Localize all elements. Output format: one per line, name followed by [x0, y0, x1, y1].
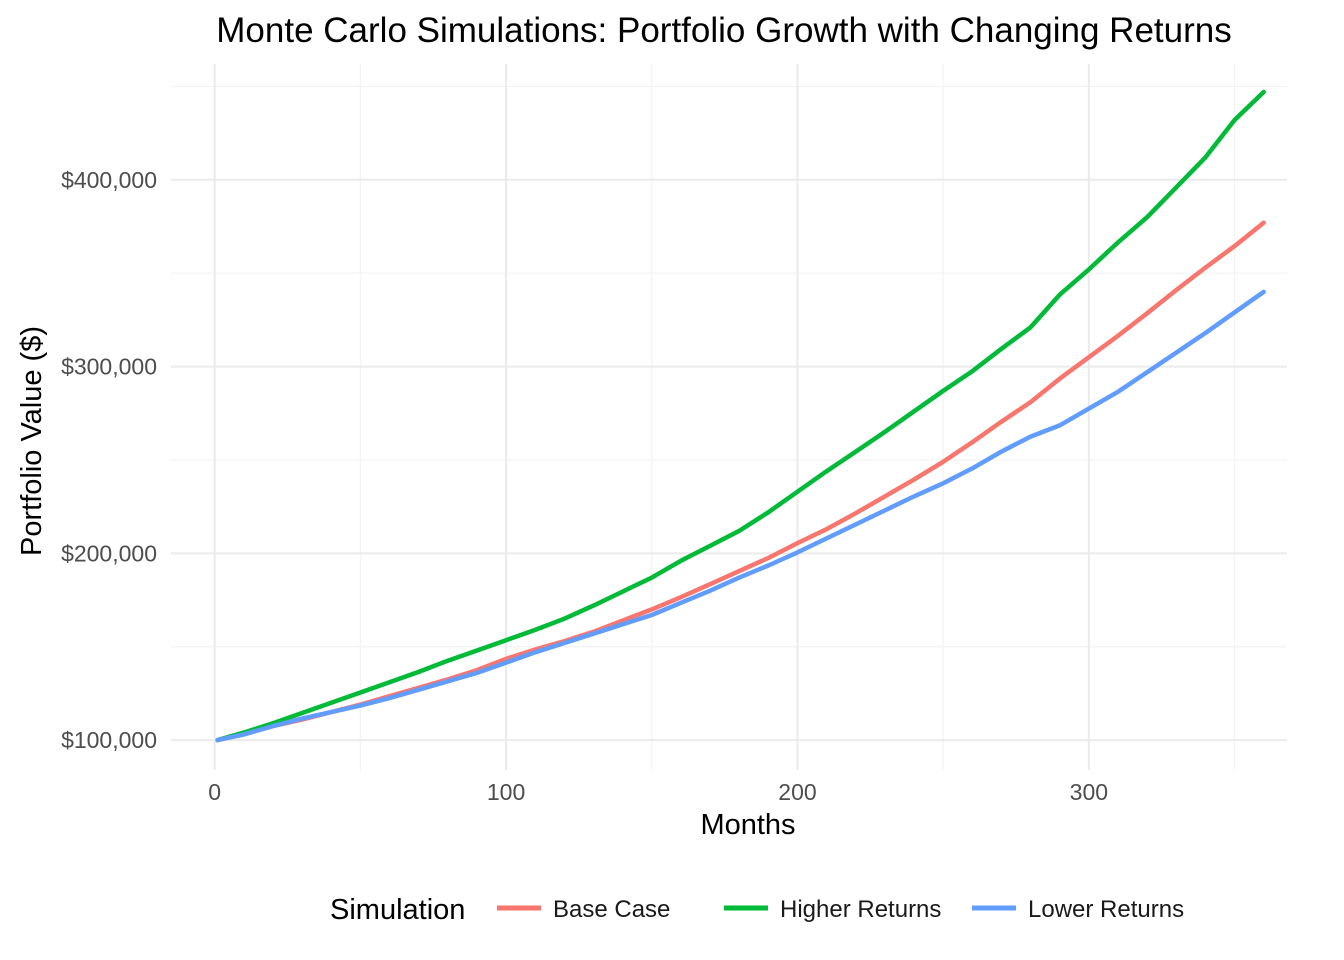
y-axis-ticks: $100,000 $200,000 $300,000 $400,000: [61, 167, 157, 753]
x-tick-label: 200: [778, 779, 816, 805]
x-tick-label: 100: [487, 779, 525, 805]
legend-label: Lower Returns: [1028, 896, 1184, 923]
y-tick-label: $200,000: [61, 540, 157, 566]
grid: [171, 64, 1287, 770]
chart-title: Monte Carlo Simulations: Portfolio Growt…: [216, 11, 1231, 50]
legend-label: Higher Returns: [780, 896, 941, 923]
series-line-lower-returns: [215, 289, 1266, 743]
y-tick-label: $100,000: [61, 727, 157, 753]
x-axis-ticks: 0 100 200 300: [208, 779, 1108, 805]
x-tick-label: 300: [1070, 779, 1108, 805]
y-tick-label: $300,000: [61, 354, 157, 380]
series-line-higher-returns: [215, 89, 1266, 743]
legend-label: Base Case: [553, 896, 670, 923]
y-tick-label: $400,000: [61, 167, 157, 193]
series-lines: [215, 89, 1266, 743]
legend: Simulation Base Case Higher Returns Lower …: [330, 894, 1184, 926]
x-tick-label: 0: [208, 779, 221, 805]
x-axis-title: Months: [700, 809, 795, 841]
y-axis-title: Portfolio Value ($): [16, 326, 48, 556]
legend-title: Simulation: [330, 894, 465, 926]
series-line-base-case: [215, 220, 1266, 743]
